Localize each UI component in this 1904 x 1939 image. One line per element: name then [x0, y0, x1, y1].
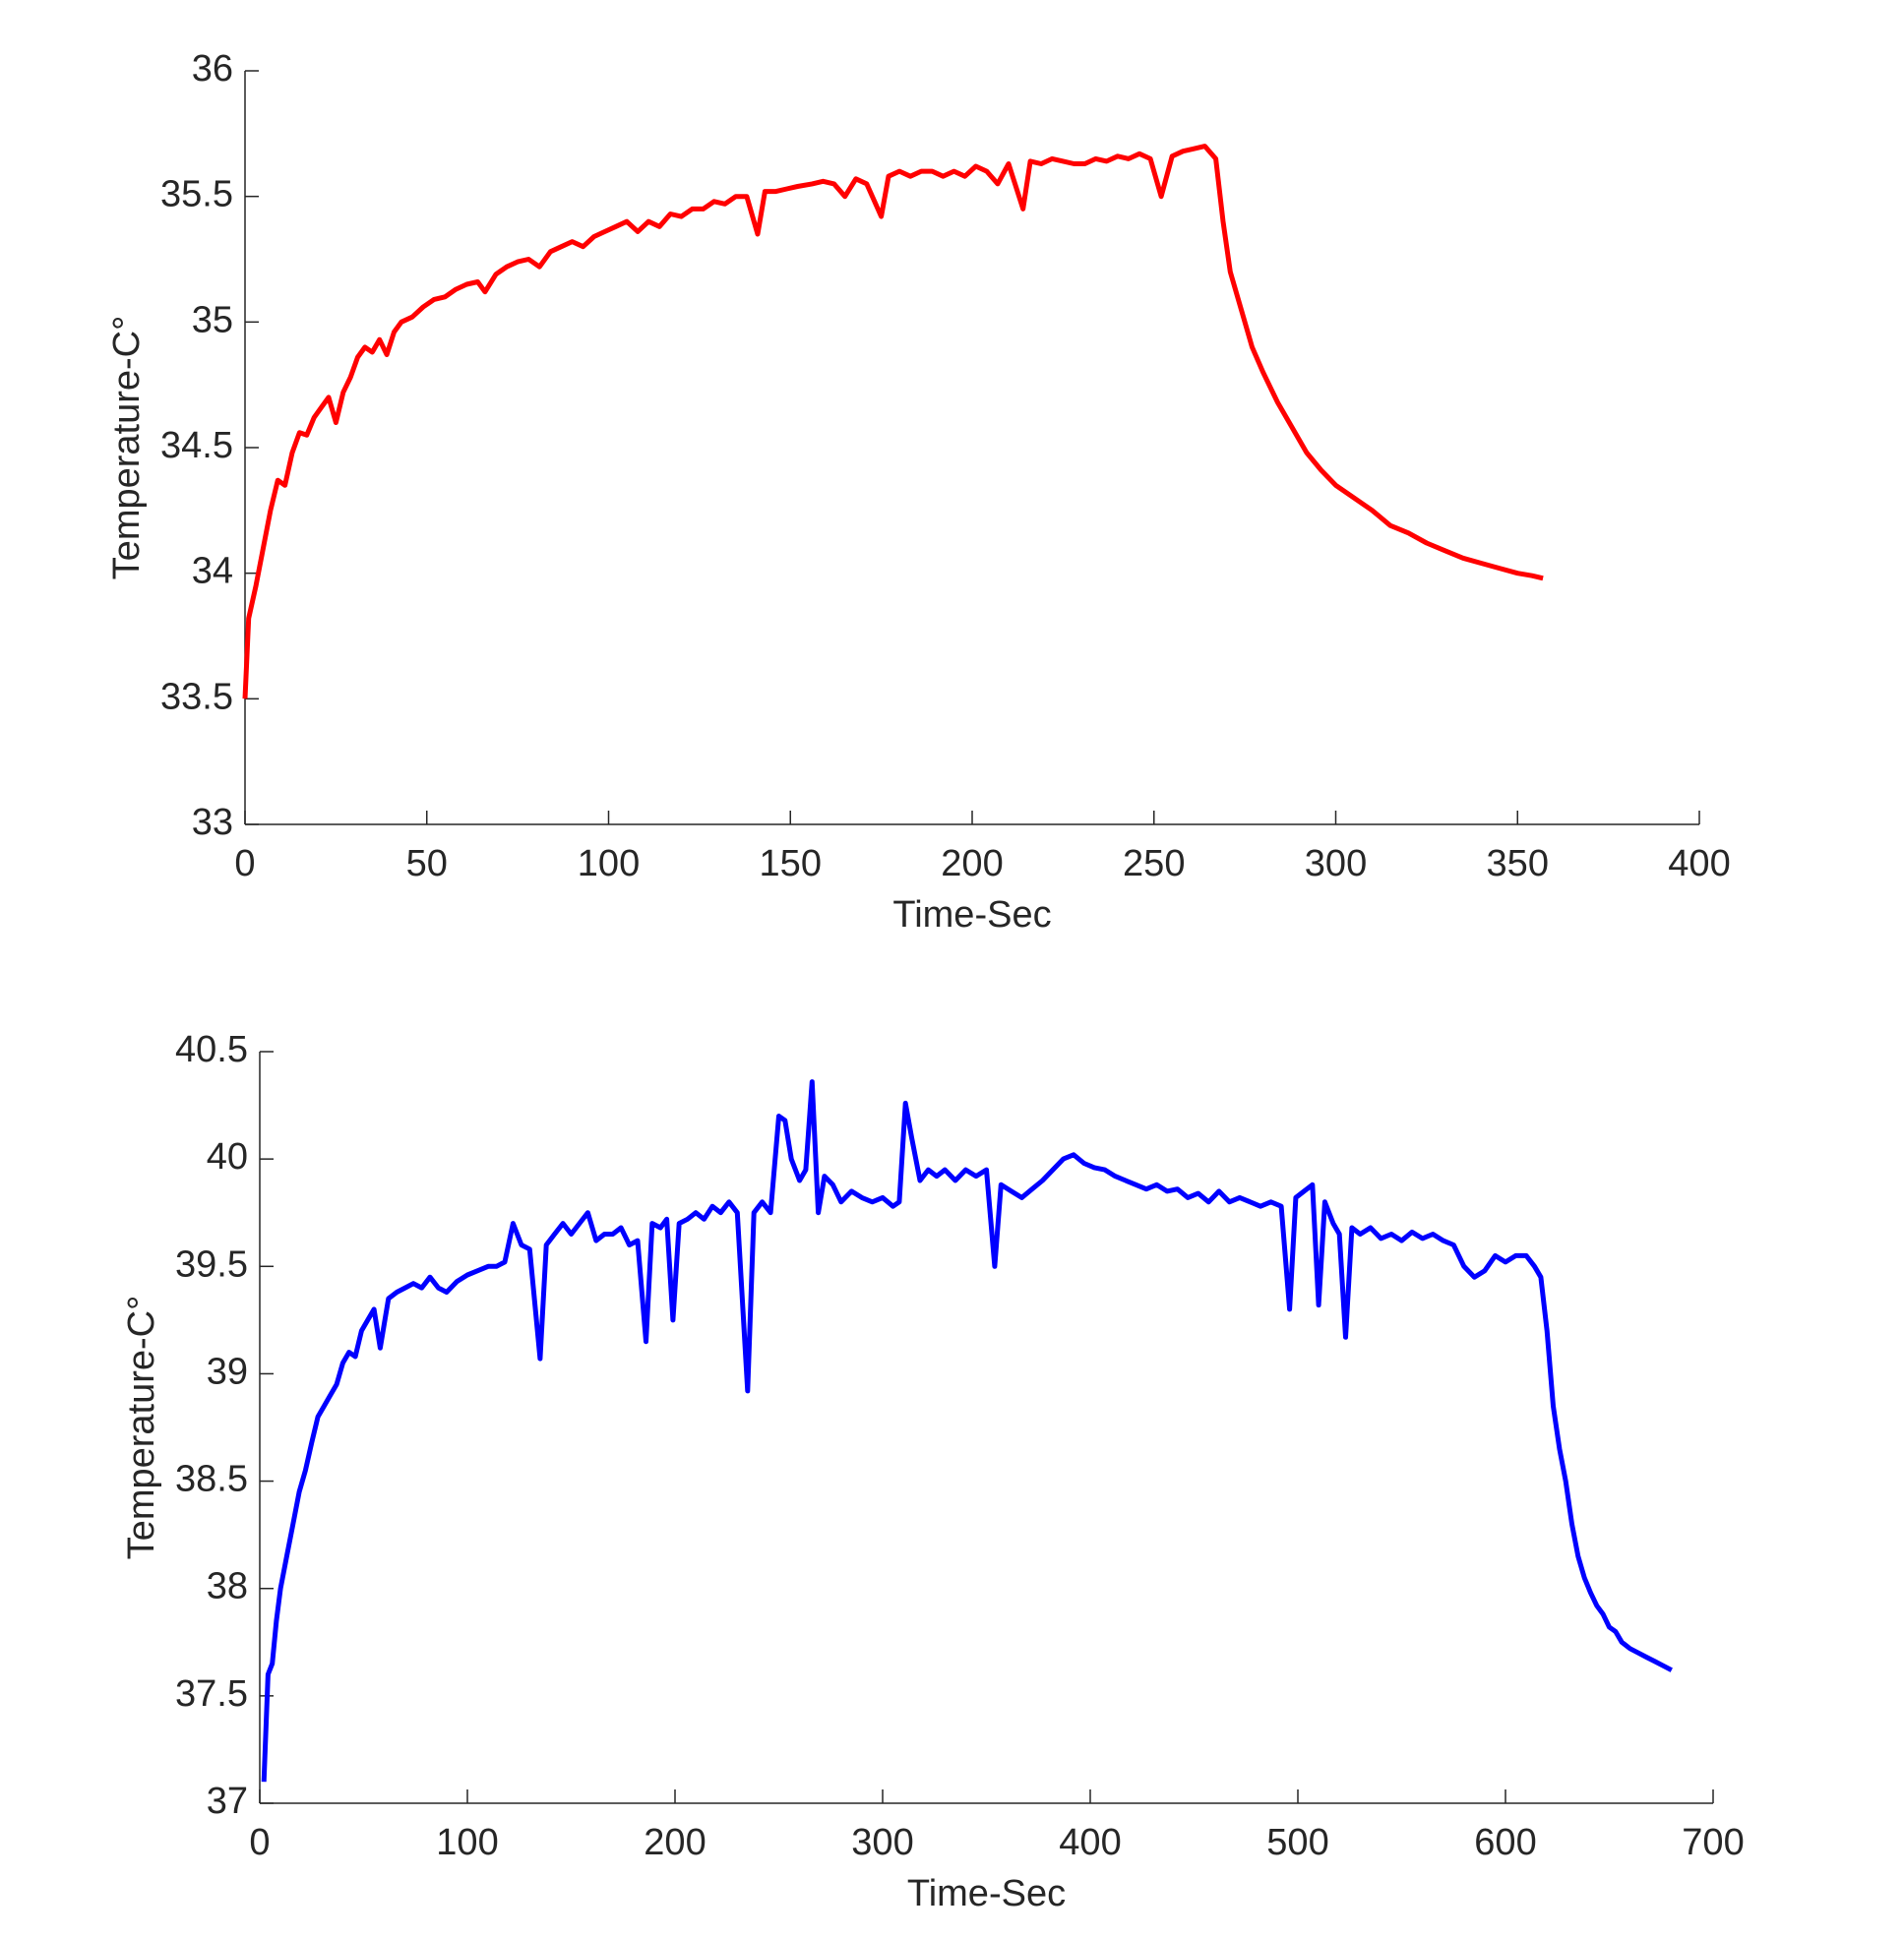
y-tick-label: 35 — [192, 299, 233, 340]
y-tick-label: 33 — [192, 802, 233, 843]
x-tick-label: 600 — [1474, 1822, 1536, 1863]
x-axis-label: Time-Sec — [892, 894, 1051, 936]
data-line — [242, 144, 1544, 699]
x-tick-label: 0 — [249, 1822, 270, 1863]
x-tick-label: 300 — [851, 1822, 913, 1863]
y-tick-label: 37.5 — [175, 1673, 248, 1715]
y-tick-label: 36 — [192, 48, 233, 90]
y-tick-label: 37 — [207, 1781, 248, 1822]
y-tick-label: 39 — [207, 1351, 248, 1392]
y-tick-label: 39.5 — [175, 1243, 248, 1285]
x-tick-label: 350 — [1487, 843, 1549, 884]
y-tick-label: 33.5 — [160, 676, 233, 717]
x-axis-label: Time-Sec — [907, 1873, 1066, 1914]
x-tick-label: 100 — [436, 1822, 498, 1863]
x-tick-label: 400 — [1059, 1822, 1121, 1863]
x-tick-label: 0 — [234, 843, 255, 884]
x-tick-label: 50 — [406, 843, 448, 884]
x-tick-label: 100 — [578, 843, 640, 884]
x-tick-label: 150 — [760, 843, 822, 884]
y-axis-label: Temperature-C° — [121, 1296, 162, 1560]
y-tick-label: 34 — [192, 551, 233, 592]
x-tick-label: 700 — [1682, 1822, 1744, 1863]
y-axis-label: Temperature-C° — [106, 316, 148, 580]
y-tick-label: 34.5 — [160, 425, 233, 466]
data-line — [261, 1079, 1673, 1783]
x-tick-label: 500 — [1266, 1822, 1328, 1863]
x-tick-label: 250 — [1123, 843, 1185, 884]
x-tick-label: 300 — [1305, 843, 1367, 884]
y-tick-label: 40 — [207, 1136, 248, 1178]
x-tick-label: 200 — [644, 1822, 706, 1863]
y-tick-label: 35.5 — [160, 174, 233, 215]
x-tick-label: 200 — [941, 843, 1003, 884]
x-tick-label: 400 — [1668, 843, 1730, 884]
y-tick-label: 38.5 — [175, 1459, 248, 1500]
y-tick-label: 40.5 — [175, 1029, 248, 1070]
y-tick-label: 38 — [207, 1566, 248, 1607]
